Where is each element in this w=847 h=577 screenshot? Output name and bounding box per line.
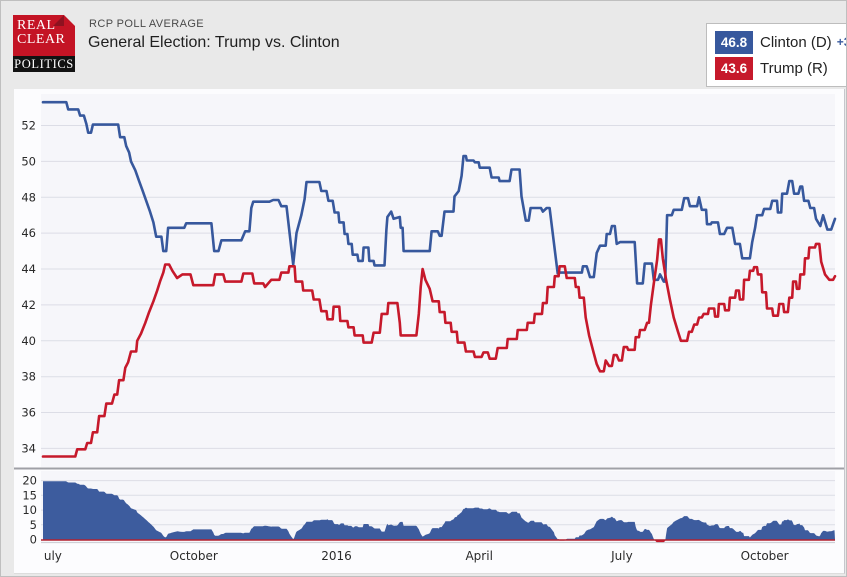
svg-text:44: 44	[21, 262, 36, 276]
rcp-logo: REAL CLEAR POLITICS	[13, 15, 75, 72]
clinton-value-badge: 46.8	[715, 30, 753, 54]
svg-text:5: 5	[30, 518, 37, 532]
x-axis-labels: July October 2016 April July October	[43, 549, 835, 566]
x-axis-label: October	[740, 549, 789, 563]
svg-text:40: 40	[21, 334, 36, 348]
legend-row-trump: 43.6 Trump (R)	[715, 55, 846, 81]
x-axis-label: April	[465, 549, 493, 563]
legend-row-clinton: 46.8 Clinton (D) +3.2	[715, 29, 846, 55]
page-fold-icon	[64, 15, 75, 26]
svg-text:36: 36	[21, 406, 36, 420]
svg-text:20: 20	[22, 474, 37, 488]
svg-text:38: 38	[21, 370, 36, 384]
svg-text:46: 46	[21, 226, 36, 240]
rcp-logo-red-box: REAL CLEAR	[13, 15, 75, 56]
clinton-spread: +3.2	[836, 35, 846, 49]
trump-label: Trump (R)	[760, 59, 828, 77]
clinton-label: Clinton (D)	[760, 33, 832, 51]
svg-text:34: 34	[21, 441, 36, 455]
svg-text:42: 42	[21, 298, 36, 312]
poll-legend: 46.8 Clinton (D) +3.2 43.6 Trump (R)	[706, 23, 846, 87]
logo-line-clear: CLEAR	[17, 32, 66, 47]
x-axis-label: 2016	[321, 549, 352, 563]
svg-text:50: 50	[21, 154, 36, 168]
x-axis-label: July	[611, 549, 633, 563]
logo-line-real: REAL	[17, 18, 56, 33]
svg-text:0: 0	[30, 533, 37, 547]
x-axis-label: July	[43, 549, 62, 563]
logo-line-politics: POLITICS	[13, 56, 75, 72]
svg-text:48: 48	[21, 190, 36, 204]
x-axis-label: October	[169, 549, 218, 563]
poll-kicker: RCP POLL AVERAGE	[89, 18, 205, 30]
trump-value-badge: 43.6	[715, 56, 753, 80]
svg-text:10: 10	[22, 503, 37, 517]
page-title: General Election: Trump vs. Clinton	[88, 34, 340, 51]
page-fold-shade-icon	[53, 15, 64, 26]
svg-text:52: 52	[21, 119, 36, 133]
svg-text:15: 15	[22, 488, 37, 502]
